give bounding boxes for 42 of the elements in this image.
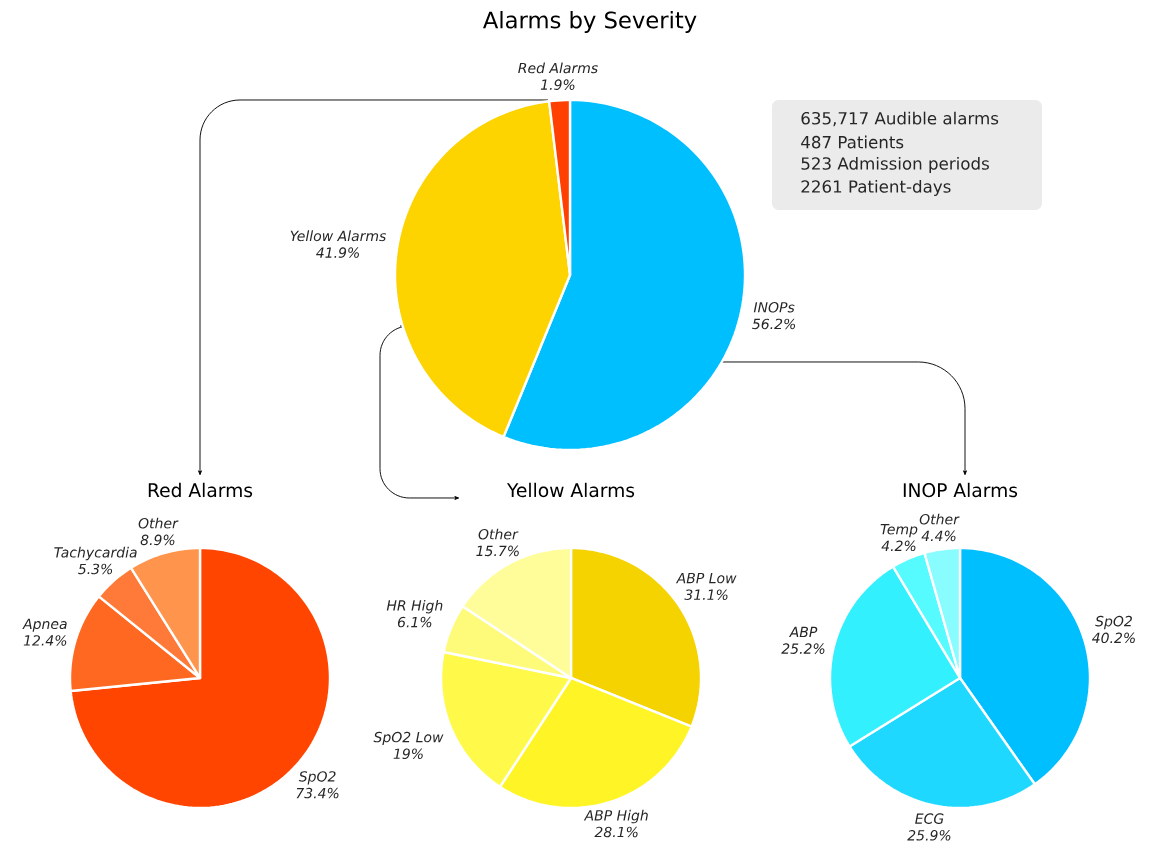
slice-label: INOPs xyxy=(753,301,795,313)
data-label: 25.2% xyxy=(781,643,825,654)
data-label: 40.2% xyxy=(1091,632,1135,644)
data-label: 6.1% xyxy=(397,616,432,628)
slice-label: Red Alarms xyxy=(518,62,598,74)
slice-label: SpO2 Low xyxy=(373,731,444,746)
data-label: 4.2% xyxy=(881,540,916,552)
slice-label: Temp xyxy=(880,524,918,538)
data-label: 31.1% xyxy=(684,589,728,600)
text: 2261 Patient-days xyxy=(801,179,951,197)
slice-label: ABP xyxy=(788,626,818,638)
data-label: 41.9% xyxy=(316,247,359,258)
data-label: 28.1% xyxy=(594,826,638,838)
slice-label: Tachycardia xyxy=(54,546,137,561)
slice-label: ABP High xyxy=(583,809,648,824)
data-label: 5.3% xyxy=(78,563,113,575)
chart-title: Yellow Alarms xyxy=(506,482,635,498)
slice-label: SpO2 xyxy=(1095,615,1132,630)
slice-label: Other xyxy=(478,528,519,540)
slice-label: Apnea xyxy=(22,618,67,632)
slice-label: ECG xyxy=(915,813,944,824)
slice-label: ABP Low xyxy=(675,572,737,584)
data-label: 19% xyxy=(393,748,423,760)
data-label: 4.4% xyxy=(921,530,956,542)
text: 635,717 Audible alarms xyxy=(801,111,999,127)
text: 523 Admission periods xyxy=(801,156,989,174)
data-label: 25.9% xyxy=(907,829,951,841)
data-label: 56.2% xyxy=(752,318,796,330)
data-label: 1.9% xyxy=(540,79,575,90)
chart-title: Red Alarms xyxy=(148,482,253,498)
text: 487 Patients xyxy=(801,135,904,149)
slice-label: Other xyxy=(138,517,179,529)
data-label: 73.4% xyxy=(296,787,339,799)
slice-label: SpO2 xyxy=(298,771,336,785)
chart-title: Alarms by Severity xyxy=(483,11,697,33)
slice-label: HR High xyxy=(386,599,443,614)
chart-title: INOP Alarms xyxy=(903,482,1018,498)
data-label: 8.9% xyxy=(140,534,175,546)
data-label: 15.7% xyxy=(476,545,519,557)
slice-label: Other xyxy=(919,513,960,525)
slice-label: Yellow Alarms xyxy=(290,230,387,242)
data-label: 12.4% xyxy=(23,635,67,646)
